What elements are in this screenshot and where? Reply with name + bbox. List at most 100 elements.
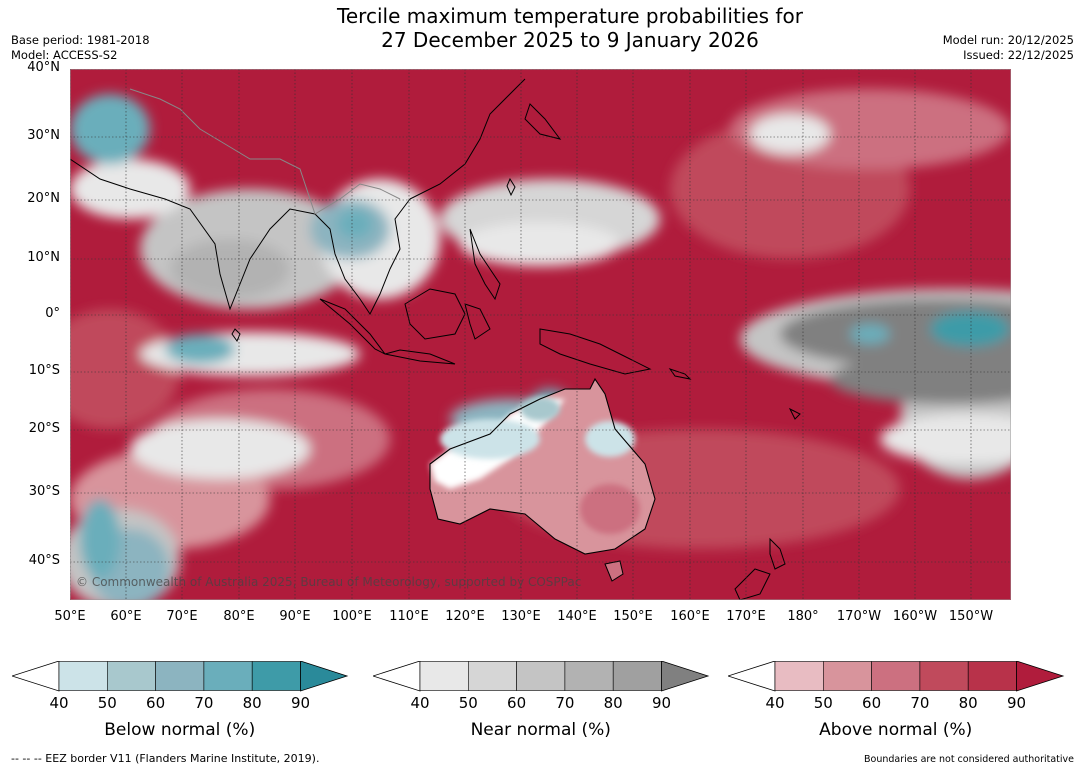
model-name: Model: ACCESS-S2 (11, 48, 118, 62)
model-run: Model run: 20/12/2025 (942, 33, 1074, 47)
colorbar-min-arrow (12, 661, 60, 692)
lat-label: 10°N (27, 250, 60, 265)
colorbar-1 (12, 661, 349, 692)
colorbar-tick: 60 (146, 694, 166, 712)
colorbar-segment (251, 661, 301, 691)
solomon-islands (668, 368, 692, 380)
colorbar-tick: 40 (765, 694, 785, 712)
lat-label: 20°S (28, 421, 60, 436)
colorbar-segment (58, 661, 108, 691)
lat-label: 30°S (28, 484, 60, 499)
lon-label: 80°E (223, 609, 255, 624)
colorbar-segment (967, 661, 1017, 691)
base-period: Base period: 1981-2018 (11, 33, 150, 47)
colorbar-title: Near normal (%) (470, 720, 611, 740)
colorbar-segment (919, 661, 969, 691)
colorbar-segment (823, 661, 872, 691)
lat-label: 10°S (28, 363, 60, 378)
lat-label: 20°N (27, 191, 60, 206)
colorbar-tick: 50 (97, 694, 117, 712)
china-coast (409, 78, 526, 200)
lat-label: 40°N (27, 60, 60, 75)
boundaries-disclaimer: Boundaries are not considered authoritat… (864, 754, 1074, 765)
colorbar-segment (203, 661, 253, 691)
colorbar-tick: 80 (958, 694, 978, 712)
lon-label: 70°E (166, 609, 198, 624)
fiji (788, 407, 801, 420)
australia-region (429, 377, 656, 582)
java (384, 349, 456, 365)
colorbar-tick: 70 (555, 694, 575, 712)
taiwan (506, 177, 516, 197)
colorbar-title: Above normal (%) (819, 720, 973, 740)
colorbar-tick: 90 (1006, 694, 1027, 712)
colorbar-tick: 60 (862, 694, 882, 712)
lon-label: 60°E (110, 609, 142, 624)
colorbar-tick: 80 (242, 694, 262, 712)
lon-label: 150°W (948, 609, 994, 624)
colorbar-min-arrow (728, 661, 776, 692)
lon-label: 140°E (557, 609, 597, 624)
lon-label: 90°E (279, 609, 311, 624)
lon-label: 150°E (613, 609, 653, 624)
colorbar-segment (871, 661, 921, 691)
colorbar-min-arrow (373, 661, 421, 692)
india-coast (70, 158, 316, 311)
colorbar-tick: 60 (507, 694, 527, 712)
new-zealand-south (734, 568, 771, 600)
colorbar-segment (155, 661, 205, 691)
coastlines (70, 78, 801, 600)
lon-label: 110°E (389, 609, 429, 624)
title-line-1: Tercile maximum temperature probabilitie… (337, 4, 803, 28)
lon-label: 170°W (836, 609, 882, 624)
lon-label: 160°W (892, 609, 938, 624)
colorbar-3 (728, 661, 1065, 692)
colorbar-max-arrow (1016, 661, 1065, 692)
colorbar-segment (612, 661, 662, 691)
philippines (469, 228, 501, 301)
issued-date: Issued: 22/12/2025 (963, 48, 1074, 62)
colorbar-tick: 90 (290, 694, 311, 712)
colorbar-tick: 80 (603, 694, 623, 712)
lon-label: 100°E (332, 609, 372, 624)
sulawesi (464, 303, 491, 340)
colorbar-max-arrow (300, 661, 349, 692)
graticule (70, 69, 1011, 600)
lon-label: 170°E (726, 609, 766, 624)
colorbar-2 (373, 661, 710, 692)
lat-label: 30°N (27, 128, 60, 143)
colorbar-tick: 50 (458, 694, 478, 712)
colorbar-segment (516, 661, 566, 691)
lat-label: 0° (45, 306, 60, 321)
map-title: Tercile maximum temperature probabilitie… (220, 4, 920, 52)
colorbar-title: Below normal (%) (104, 720, 256, 740)
lon-label: 50°E (54, 609, 86, 624)
lon-label: 130°E (501, 609, 541, 624)
lon-label: 160°E (670, 609, 710, 624)
lat-label: 40°S (28, 553, 60, 568)
new-guinea (539, 328, 652, 375)
sri-lanka (231, 328, 241, 343)
copyright-notice: © Commonwealth of Australia 2025, Bureau… (76, 575, 581, 589)
colorbar-tick: 90 (651, 694, 672, 712)
borders (129, 88, 401, 215)
colorbar-segment (564, 661, 614, 691)
colorbar-segment (107, 661, 156, 691)
borneo (404, 288, 466, 340)
lon-label: 180° (787, 609, 819, 624)
colorbar-segment (774, 661, 824, 691)
colorbar-tick: 50 (813, 694, 833, 712)
colorbar-tick: 40 (49, 694, 69, 712)
lon-label: 120°E (445, 609, 485, 624)
colorbar-segment (419, 661, 469, 691)
probability-map: © Commonwealth of Australia 2025, Bureau… (70, 69, 1011, 600)
eez-border-note: -- -- -- EEZ border V11 (Flanders Marine… (11, 752, 320, 765)
tasmania (604, 560, 624, 582)
colorbar-tick: 70 (194, 694, 214, 712)
new-zealand-north (769, 537, 786, 570)
colorbar-max-arrow (661, 661, 710, 692)
colorbar-tick: 40 (410, 694, 430, 712)
colorbar-segment (468, 661, 517, 691)
title-line-2: 27 December 2025 to 9 January 2026 (381, 28, 759, 52)
japan (524, 103, 562, 140)
